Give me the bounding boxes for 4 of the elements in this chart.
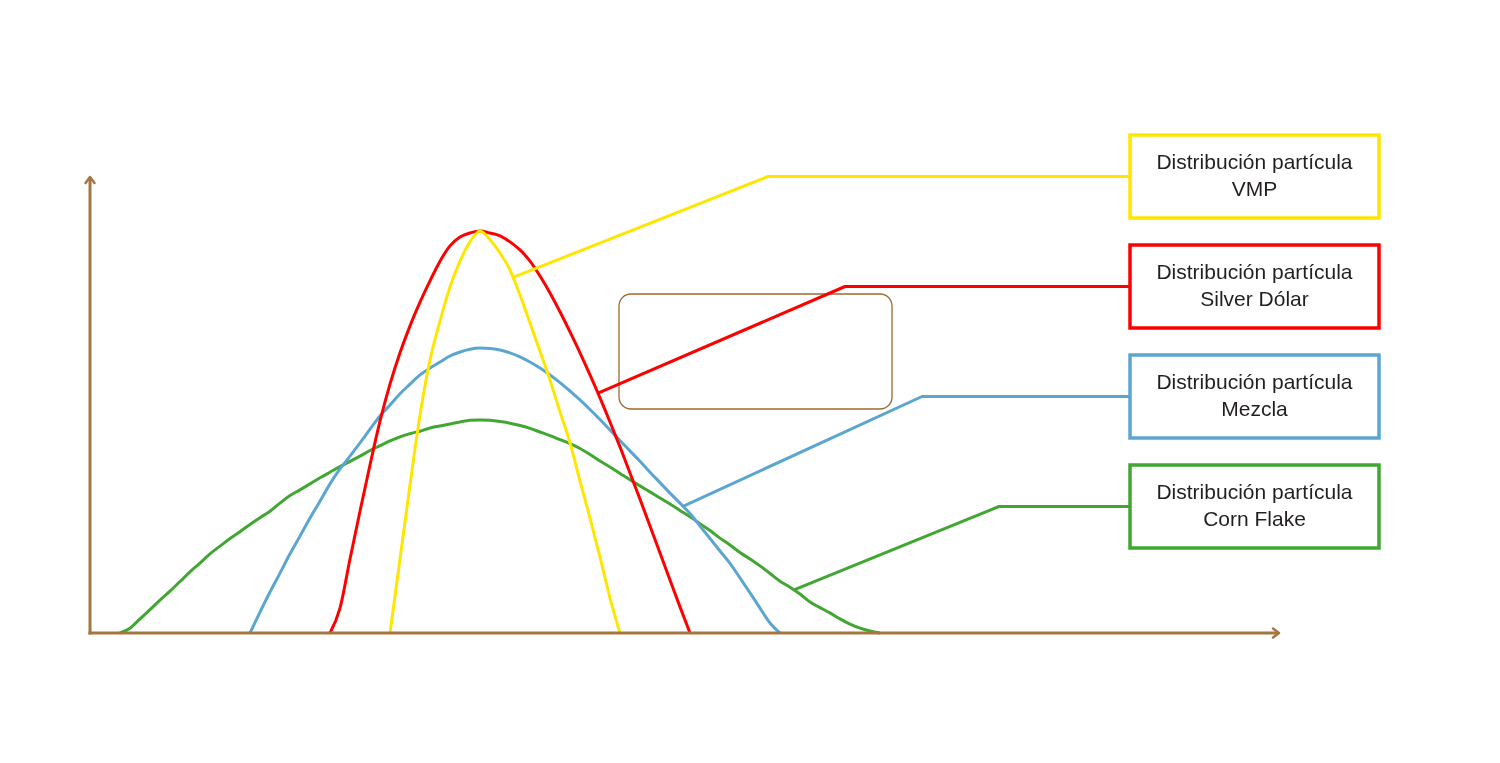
text: Distribución partícula Silver Dólar	[1156, 259, 1353, 311]
text: Distribución partícula Corn Flake	[1156, 479, 1353, 531]
text: Distribución partícula Mezcla	[1156, 369, 1353, 421]
text: Distribución partícula VMP	[1156, 149, 1353, 201]
